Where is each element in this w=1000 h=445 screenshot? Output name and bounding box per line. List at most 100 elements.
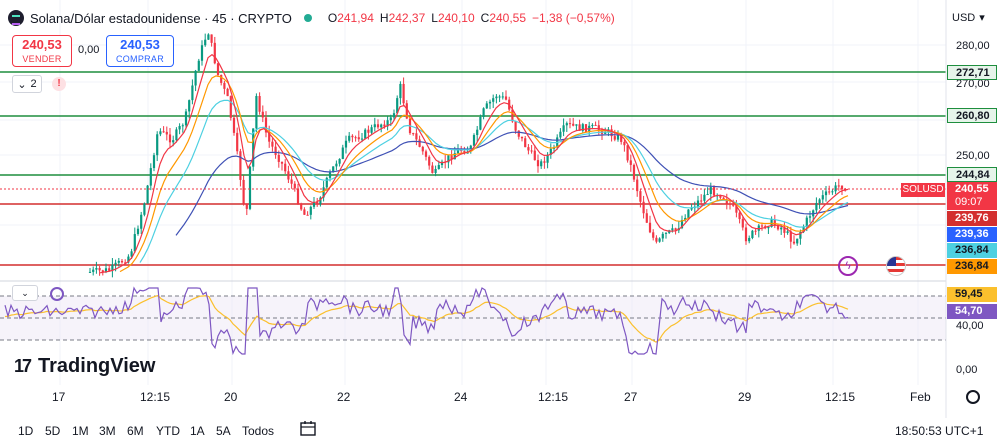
candle-body xyxy=(655,237,658,242)
ema-20-line xyxy=(99,53,849,274)
spread-value: 0,00 xyxy=(78,44,100,56)
candle-body xyxy=(412,133,415,135)
candle-body xyxy=(543,161,546,163)
us-flag-icon[interactable] xyxy=(886,256,906,276)
candle-body xyxy=(152,155,156,169)
sell-button[interactable]: 240,53 VENDER xyxy=(12,35,72,67)
candle-body xyxy=(319,197,322,205)
time-axis-label: 12:15 xyxy=(538,390,569,404)
candle-body xyxy=(658,238,661,242)
symbol-title[interactable]: Solana/Dólar estadounidense · 45 · CRYPT… xyxy=(30,10,292,26)
candle-body xyxy=(143,203,146,215)
candle-body xyxy=(332,166,335,173)
level-tag-244[interactable]: 244,84 xyxy=(947,167,997,182)
candle-body xyxy=(168,134,172,143)
candle-body xyxy=(354,137,357,139)
candle-body xyxy=(674,228,677,231)
candle-body xyxy=(780,227,783,230)
candle-body xyxy=(524,138,527,148)
candle-body xyxy=(130,251,133,257)
candle-body xyxy=(389,117,392,121)
flash-icon[interactable]: ϟ xyxy=(838,256,858,276)
candle-body xyxy=(504,96,508,100)
candle-body xyxy=(341,147,344,159)
range-button-5a[interactable]: 5A xyxy=(216,424,231,438)
time-axis-label: 22 xyxy=(337,390,351,404)
clock[interactable]: 18:50:53 UTC+1 xyxy=(895,424,984,438)
ohlc-values: O241,94 H242,37 L240,10 C240,55 −1,38 (−0,57… xyxy=(328,11,615,25)
level-tag-272[interactable]: 272,71 xyxy=(947,65,997,80)
range-button-1m[interactable]: 1M xyxy=(72,424,89,438)
candle-body xyxy=(200,45,204,61)
candle-body xyxy=(194,70,197,86)
ema-orange-tag: 236,84 xyxy=(947,259,997,274)
tradingview-mark-icon: 17 xyxy=(14,356,32,376)
candle-body xyxy=(517,130,520,137)
candle-body xyxy=(117,260,120,263)
candle-body xyxy=(796,238,799,244)
candle-body xyxy=(290,179,293,184)
candle-body xyxy=(684,217,687,221)
indicators-toggle[interactable]: ⌄ 2 xyxy=(12,75,42,93)
market-status-icon[interactable] xyxy=(303,14,312,22)
indicators-count: 2 xyxy=(30,78,37,90)
candle-body xyxy=(431,165,434,173)
candle-body xyxy=(373,124,376,128)
candle-body xyxy=(616,135,620,140)
calendar-icon[interactable] xyxy=(300,420,316,436)
candle-body xyxy=(360,138,364,140)
candle-body xyxy=(220,74,223,83)
axis-label-rsi-40: 40,00 xyxy=(956,320,984,332)
candle-body xyxy=(178,126,181,130)
buy-button[interactable]: 240,53 COMPRAR xyxy=(106,35,174,67)
ohlc-value: 241,94 xyxy=(337,11,374,25)
candle-body xyxy=(476,129,479,136)
candle-body xyxy=(335,163,338,167)
currency-selector[interactable]: USD ▾ xyxy=(952,11,985,25)
candle-body xyxy=(680,220,684,229)
candle-body xyxy=(258,96,261,112)
gear-icon[interactable] xyxy=(966,390,980,404)
range-button-1a[interactable]: 1A xyxy=(190,424,205,438)
candle-body xyxy=(636,179,639,192)
candle-body xyxy=(664,232,668,234)
candle-body xyxy=(472,135,476,146)
sell-price: 240,53 xyxy=(22,37,62,52)
range-button-3m[interactable]: 3M xyxy=(99,424,116,438)
candle-body xyxy=(776,225,780,230)
tradingview-logo[interactable]: 17 TradingView xyxy=(14,355,155,378)
candle-body xyxy=(828,191,831,193)
candle-body xyxy=(559,131,562,138)
range-button-todos[interactable]: Todos xyxy=(242,424,275,438)
warning-icon[interactable]: ! xyxy=(52,77,66,91)
range-button-1d[interactable]: 1D xyxy=(18,424,34,438)
candle-body xyxy=(581,124,584,131)
range-button-6m[interactable]: 6M xyxy=(127,424,144,438)
candle-body xyxy=(492,98,495,102)
candle-body xyxy=(316,202,319,205)
rsi-line xyxy=(4,286,849,356)
chevron-down-icon: ▾ xyxy=(979,12,985,24)
candle-body xyxy=(104,268,108,272)
candle-body xyxy=(482,108,485,118)
last-price-tag: 240,55 09:07 xyxy=(947,182,997,210)
range-button-ytd[interactable]: YTD xyxy=(156,424,180,438)
candle-body xyxy=(223,82,226,89)
ohlc-value: 240,10 xyxy=(437,11,475,25)
candle-body xyxy=(162,131,165,133)
rsi-settings-icon[interactable] xyxy=(50,287,64,301)
candle-body xyxy=(815,202,818,211)
range-button-5d[interactable]: 5D xyxy=(45,424,61,438)
candle-body xyxy=(146,185,149,204)
candle-body xyxy=(210,34,213,43)
rsi-legend-toggle[interactable]: ⌄ xyxy=(12,285,38,301)
level-tag-260[interactable]: 260,80 xyxy=(947,108,997,123)
time-axis-label: 27 xyxy=(624,390,638,404)
candle-body xyxy=(760,225,764,227)
candle-body xyxy=(783,227,786,233)
candle-body xyxy=(744,227,748,242)
candle-body xyxy=(661,233,664,239)
candle-body xyxy=(392,113,396,118)
candle-body xyxy=(578,124,581,131)
